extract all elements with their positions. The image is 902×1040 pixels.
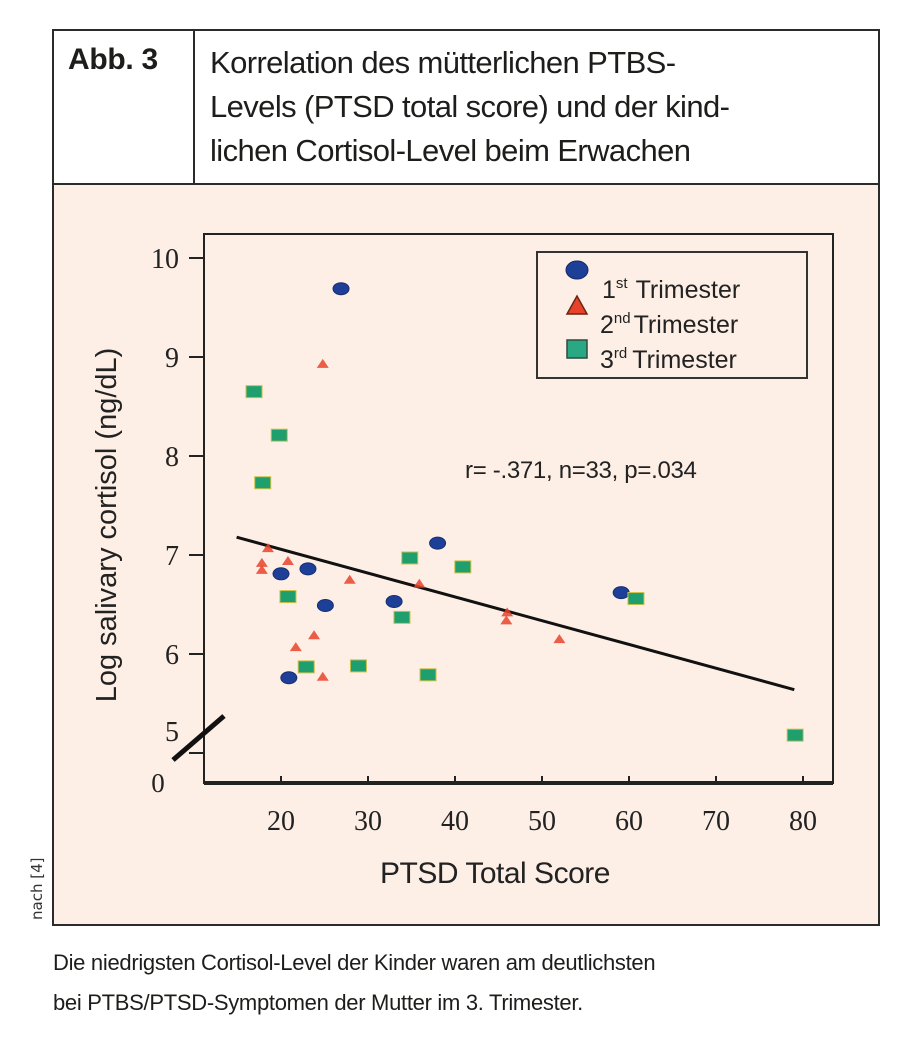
x-axis-label: PTSD Total Score xyxy=(380,857,610,890)
legend-entry-2-suffix: nd xyxy=(614,310,631,327)
figure-caption: Die niedrigsten Cortisol-Level der Kinde… xyxy=(53,943,883,1023)
y-tick-label: 7 xyxy=(165,541,179,572)
x-tick-label: 20 xyxy=(267,806,295,837)
figure-title-line: Levels (PTSD total score) und der kind- xyxy=(210,89,730,124)
point-2nd-trimester xyxy=(308,630,321,640)
legend: 1st Trimester 2nd Trimester 3rd Trimester xyxy=(536,251,808,379)
legend-entry-2-word: Trimester xyxy=(634,311,739,339)
point-1st-trimester xyxy=(385,595,403,609)
point-1st-trimester xyxy=(332,282,350,296)
point-2nd-trimester xyxy=(500,615,513,625)
figure-header: Abb. 3 Korrelation des mütterlichen PTBS… xyxy=(54,31,878,185)
figure-title: Korrelation des mütterlichen PTBS- Level… xyxy=(210,41,860,173)
point-3rd-trimester xyxy=(419,668,437,682)
legend-square-marker xyxy=(566,339,588,359)
y-axis-label: Log salivary cortisol (ng/dL) xyxy=(91,348,123,703)
legend-entry-1-word: Trimester xyxy=(636,276,741,304)
legend-entry-2: 2nd Trimester xyxy=(600,310,738,339)
legend-entry-3-suffix: rd xyxy=(614,345,627,362)
x-tick-label: 40 xyxy=(441,806,469,837)
legend-circle-marker xyxy=(565,260,589,280)
legend-entry-2-number: 2 xyxy=(600,311,614,339)
plot-area-frame xyxy=(203,233,834,784)
point-3rd-trimester xyxy=(401,551,419,565)
point-1st-trimester xyxy=(280,671,298,685)
point-3rd-trimester xyxy=(245,385,263,399)
point-3rd-trimester xyxy=(297,660,315,674)
point-3rd-trimester xyxy=(393,610,411,624)
y-tick-label: 10 xyxy=(151,244,179,275)
caption-line: Die niedrigsten Cortisol-Level der Kinde… xyxy=(53,950,656,975)
point-1st-trimester xyxy=(429,536,447,550)
y-tick-label: 5 xyxy=(165,717,179,748)
regression-line xyxy=(236,535,795,692)
correlation-annotation: r= -.371, n=33, p=.034 xyxy=(465,457,697,484)
x-tick-label: 50 xyxy=(528,806,556,837)
point-2nd-trimester xyxy=(255,564,268,574)
figure-label: Abb. 3 xyxy=(68,43,158,76)
y-tick-label: 8 xyxy=(165,442,179,473)
point-3rd-trimester xyxy=(254,476,272,490)
x-axis-ticks: 20 30 40 50 60 70 80 xyxy=(267,776,817,837)
point-2nd-trimester xyxy=(553,634,566,644)
point-2nd-trimester xyxy=(255,557,268,567)
y-axis-ticks: 5 6 7 8 9 10 xyxy=(151,244,204,754)
point-2nd-trimester xyxy=(316,671,329,681)
x-tick-label: 80 xyxy=(789,806,817,837)
point-2nd-trimester xyxy=(261,543,274,553)
point-2nd-trimester xyxy=(501,607,514,617)
legend-box xyxy=(536,251,808,379)
legend-entry-3-number: 3 xyxy=(600,346,614,374)
point-3rd-trimester xyxy=(627,592,645,606)
legend-entry-1-suffix: st xyxy=(616,275,629,292)
point-3rd-trimester xyxy=(349,659,367,673)
legend-entry-1: 1st Trimester xyxy=(602,275,740,304)
legend-entry-3: 3rd Trimester xyxy=(600,345,737,374)
legend-entry-1-number: 1 xyxy=(602,276,616,304)
y-tick-label: 6 xyxy=(165,640,179,671)
y-axis-break-mark xyxy=(171,714,226,762)
legend-entry-3-word: Trimester xyxy=(632,346,737,374)
point-3rd-trimester xyxy=(786,728,804,742)
x-tick-label: 70 xyxy=(702,806,730,837)
point-2nd-trimester xyxy=(289,642,302,652)
point-3rd-trimester xyxy=(279,590,297,604)
point-2nd-trimester xyxy=(281,555,294,565)
figure-title-line: lichen Cortisol-Level beim Erwachen xyxy=(210,133,691,168)
source-credit: nach [4] xyxy=(28,857,46,920)
y-tick-label: 9 xyxy=(165,343,179,374)
caption-line: bei PTBS/PTSD-Symptomen der Mutter im 3.… xyxy=(53,990,583,1015)
point-1st-trimester xyxy=(272,567,290,581)
data-points xyxy=(245,282,804,742)
x-tick-label: 60 xyxy=(615,806,643,837)
point-1st-trimester xyxy=(612,586,630,600)
figure-label-cell: Abb. 3 xyxy=(54,31,195,183)
point-2nd-trimester xyxy=(316,358,329,368)
x-tick-label: 30 xyxy=(354,806,382,837)
y-axis-origin-label: 0 xyxy=(151,768,165,798)
point-2nd-trimester xyxy=(343,574,356,584)
point-1st-trimester xyxy=(299,562,317,576)
point-1st-trimester xyxy=(316,598,334,612)
point-3rd-trimester xyxy=(454,560,472,574)
figure-title-line: Korrelation des mütterlichen PTBS- xyxy=(210,45,676,80)
point-2nd-trimester xyxy=(413,578,426,588)
point-3rd-trimester xyxy=(270,428,288,442)
legend-triangle-marker xyxy=(565,294,589,315)
